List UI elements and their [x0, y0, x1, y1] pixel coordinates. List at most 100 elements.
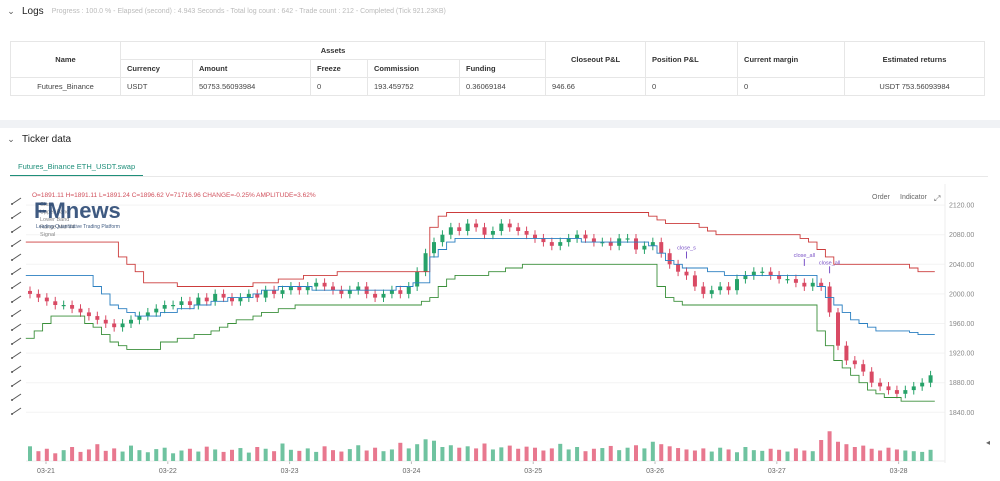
- candle-body: [600, 242, 605, 244]
- horizontal-line-icon[interactable]: [11, 225, 22, 233]
- candle-body: [566, 238, 571, 243]
- mid-band-line: [25, 237, 935, 336]
- tab-futures-binance-eth[interactable]: Futures_Binance ETH_USDT.swap: [10, 158, 144, 177]
- volume-bar: [145, 452, 150, 461]
- candle-body: [86, 312, 91, 317]
- volume-bar: [432, 440, 436, 461]
- candle-body: [230, 297, 234, 302]
- candle-body: [204, 297, 209, 302]
- y-tick-label: 2120.00: [949, 203, 974, 210]
- candle-body: [802, 282, 807, 287]
- col-funding: Funding: [458, 59, 547, 78]
- lock-icon[interactable]: [11, 365, 22, 373]
- ticker-header[interactable]: ⌄ Ticker data: [0, 128, 1000, 150]
- candle-body: [103, 319, 108, 324]
- candle-body: [448, 227, 453, 235]
- volume-bar: [297, 450, 302, 461]
- price-chart[interactable]: 2120.00 2080.00 2040.00 2000.00 1960.00 1920.…: [0, 184, 1000, 481]
- candle-body: [634, 238, 638, 250]
- volume-bar: [280, 443, 285, 461]
- volume-bar: [793, 448, 798, 461]
- candle-body: [591, 238, 596, 243]
- candle-body: [507, 223, 512, 228]
- col-name: Name: [10, 41, 121, 78]
- volume-bar: [869, 448, 874, 461]
- candle-body: [490, 231, 495, 235]
- col-position-pnl: Position P&L: [645, 41, 739, 78]
- brush-icon[interactable]: [11, 309, 22, 317]
- candle-body: [701, 286, 706, 294]
- volume-bar: [692, 450, 697, 461]
- candle-body: [810, 282, 815, 287]
- volume-bar: [120, 451, 125, 461]
- channel-icon[interactable]: [11, 267, 22, 275]
- y-tick-label: 1840.00: [949, 410, 974, 417]
- col-freeze: Freeze: [310, 59, 368, 78]
- col-currency: Currency: [120, 59, 193, 78]
- candle-body: [549, 242, 554, 246]
- y-tick-label: 1880.00: [949, 380, 974, 387]
- volume-bar: [103, 450, 108, 461]
- indicator-button[interactable]: Indicator: [900, 194, 927, 201]
- trash-icon[interactable]: [11, 407, 22, 415]
- candle-body: [474, 223, 479, 228]
- measure-icon[interactable]: [11, 323, 22, 331]
- candle-body: [120, 323, 125, 328]
- candle-body: [356, 286, 361, 291]
- volume-bar: [827, 431, 832, 461]
- pitchfork-icon[interactable]: [11, 281, 22, 289]
- vertical-line-icon[interactable]: [11, 239, 22, 247]
- chevron-down-icon[interactable]: ⌄: [7, 133, 15, 144]
- candle-body: [928, 375, 933, 383]
- zoom-icon[interactable]: [11, 337, 22, 345]
- ruler-icon[interactable]: [11, 393, 22, 401]
- ray-icon[interactable]: [11, 253, 22, 261]
- volume-bar: [204, 446, 209, 461]
- candle-body: [692, 275, 697, 287]
- candle-body: [676, 264, 681, 272]
- candle-body: [768, 271, 773, 276]
- assets-table: Name Assets Closeout P&L Position P&L Cu…: [10, 41, 986, 96]
- candle-body: [415, 271, 420, 287]
- volume-bar: [457, 447, 462, 461]
- col-current-margin: Current margin: [737, 41, 846, 78]
- trend-line-icon[interactable]: [11, 211, 22, 219]
- cell-currency: USDT: [120, 77, 193, 96]
- volume-bar: [179, 450, 184, 461]
- candle-body: [465, 223, 470, 231]
- candle-body: [246, 293, 251, 298]
- col-amount: Amount: [192, 59, 311, 78]
- volume-bar: [852, 447, 857, 461]
- y-tick-label: 1920.00: [949, 351, 974, 358]
- cell-position-pnl: 0: [645, 77, 739, 96]
- volume-bar: [246, 452, 251, 461]
- collapse-icon[interactable]: ◂: [986, 438, 991, 447]
- cell-funding: 0.36069184: [458, 77, 547, 96]
- logs-header[interactable]: ⌄ Logs Progress : 100.0 % - Elapsed (sec…: [0, 0, 1000, 22]
- candle-body: [524, 231, 529, 235]
- magnet-icon[interactable]: [11, 351, 22, 359]
- ticker-panel: ⌄ Ticker data Futures_Binance ETH_USDT.s…: [0, 128, 1000, 481]
- candle-body: [793, 279, 798, 283]
- watermark-subtitle: Leading Quantitative Trading Platform: [36, 224, 120, 230]
- expand-icon[interactable]: ⤢: [934, 194, 941, 204]
- candle-body: [440, 234, 445, 243]
- candle-body: [288, 286, 293, 291]
- volume-bar: [566, 449, 571, 461]
- candle-body: [78, 308, 83, 313]
- volume-bar: [608, 445, 613, 461]
- candle-body: [861, 364, 866, 372]
- crosshair-icon[interactable]: [11, 197, 22, 205]
- visibility-icon[interactable]: [11, 379, 22, 387]
- candle-body: [684, 271, 689, 276]
- volume-bar: [221, 451, 226, 461]
- candle-body: [482, 227, 487, 235]
- volume-bar: [920, 451, 925, 461]
- volume-bar: [490, 449, 495, 461]
- fibonacci-icon[interactable]: [11, 295, 22, 303]
- logs-title: Logs: [22, 5, 44, 17]
- volume-bar: [213, 449, 218, 461]
- volume-bar: [886, 447, 891, 461]
- chevron-down-icon[interactable]: ⌄: [7, 5, 15, 16]
- order-button[interactable]: Order: [872, 194, 890, 201]
